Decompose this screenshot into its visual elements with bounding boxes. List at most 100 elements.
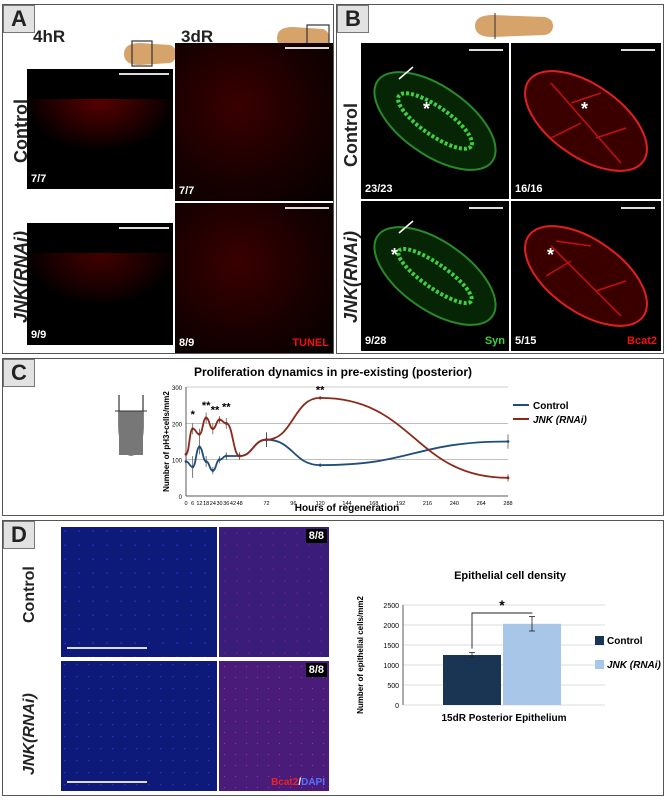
stain-label-dapi: DAPI [301,777,325,788]
chart-title: Proliferation dynamics in pre-existing (… [194,365,472,379]
x-tick-label: 120 [316,501,325,507]
proliferation-line-chart: Proliferation dynamics in pre-existing (… [162,365,588,514]
significance-marker: ** [211,405,220,417]
image-jnk-4h: 9/9 [27,223,173,345]
significance-marker: ** [316,385,325,397]
panel-d-letter: D [3,521,35,549]
y-tick-label: 2000 [383,623,399,630]
y-tick-label: 500 [387,683,399,690]
stain-label-bcat: Bcat2/DAPI [271,777,325,788]
count-control-4h: 7/7 [31,173,47,185]
image-jnk-syn: * 9/28 Syn [361,201,509,351]
row-label-jnk: JNK(RNAi) [341,231,361,323]
x-tick-label: 48 [237,501,243,507]
image-control-bcat-dapi: 8/8 [219,527,329,657]
x-tick-label: 30 [216,501,222,507]
x-axis-label: 15dR Posterior Epithelium [441,713,566,724]
image-jnk-bcat-dapi: 8/8 Bcat2/DAPI [219,661,329,791]
scale-bar [621,207,655,209]
stain-label-bcat-text: Bcat2 [271,777,299,788]
data-point [211,427,215,431]
panel-a: A 4hR 3dR Control JNK(RNAi) 7/7 7/7 9/9 … [2,4,334,354]
data-point [265,438,268,442]
y-tick-label: 1000 [383,663,399,670]
data-point [238,454,242,458]
significance-marker: ** [222,402,231,414]
scale-bar [621,49,655,51]
image-control-3d: 7/7 [175,43,333,201]
panel-d: D Control JNK(RNAi) 8/8 8/8 Bcat2/DAPI E… [2,520,664,796]
bar [443,655,501,705]
stain-label-tunel: TUNEL [292,337,329,349]
y-tick-label: 200 [172,422,183,428]
arrow-icon [398,66,414,80]
worm-outline-green [373,66,497,171]
panel-a-letter: A [3,5,35,33]
data-point [224,421,228,425]
stain-separator: / [298,777,302,788]
y-tick-label: 300 [172,386,183,392]
time-label-3d: 3dR [181,27,214,46]
epithelial-density-bar-chart: Epithelial cell density 0 500 1000 1500 2000 2… [356,570,662,724]
panel-c: C Proliferation dynamics in pre-existing… [2,358,664,516]
scale-bar [119,73,169,75]
y-tick-label: 0 [179,495,183,501]
y-tick-label: 0 [395,703,399,710]
data-point [211,469,215,472]
count-control-syn: 23/23 [365,183,393,195]
legend-label: JNK (RNAi) [533,415,588,426]
x-tick-label: 12 [196,501,202,507]
panel-b: B Control JNK(RNAi) * 23/23 * 16/16 * [336,4,664,354]
image-control-dapi [61,527,217,657]
y-axis-label: Number of epithelial cells/mm2 [356,596,365,714]
scale-bar [119,227,169,229]
time-label-4h: 4hR [33,27,66,46]
x-tick-label: 36 [223,501,229,507]
asterisk-marker: * [423,99,431,119]
image-control-bcat: * 16/16 [511,43,661,199]
row-label-jnk: JNK(RNAi) [21,693,38,775]
x-axis-label: Hours of regeneration [295,503,399,514]
chart-title: Epithelial cell density [454,570,567,582]
scale-bar [469,49,503,51]
arrow-icon [398,220,414,234]
asterisk-marker: * [391,245,399,265]
panel-b-letter: B [337,5,369,33]
data-point [218,418,221,422]
stain-label-bcat: Bcat2 [627,335,657,347]
worm-outline-green [373,220,497,326]
legend-label: JNK (RNAi) [607,660,662,671]
data-point [506,476,510,480]
y-tick-label: 1500 [383,643,399,650]
legend-swatch [595,636,604,645]
y-tick-label: 2500 [383,603,399,610]
data-point [204,460,208,463]
image-jnk-bcat: * 5/15 Bcat2 [511,201,661,351]
count-control-d: 8/8 [305,529,327,543]
count-jnk-4h: 9/9 [31,329,47,341]
data-point [198,445,201,449]
data-point [191,427,195,431]
count-control-bcat: 16/16 [515,183,543,195]
data-point [184,452,188,456]
data-point [318,396,322,400]
y-tick-label: 100 [172,459,183,465]
data-point [506,440,510,443]
row-label-control: Control [21,566,38,623]
count-jnk-d: 8/8 [305,663,327,677]
data-point [218,458,221,462]
image-jnk-dapi [61,661,217,791]
planarian-schematic-anterior [124,40,176,67]
legend-label: Control [607,636,643,647]
x-tick-label: 192 [396,501,405,507]
count-jnk-bcat: 5/15 [515,335,537,347]
x-tick-label: 6 [191,501,194,507]
worm-outline-red [524,225,648,327]
scale-bar [285,207,329,209]
significance-marker: * [499,597,505,613]
x-tick-label: 42 [230,501,236,507]
data-point [318,463,322,467]
x-tick-label: 264 [477,501,486,507]
x-tick-label: 240 [450,501,459,507]
significance-marker: ** [202,400,211,412]
